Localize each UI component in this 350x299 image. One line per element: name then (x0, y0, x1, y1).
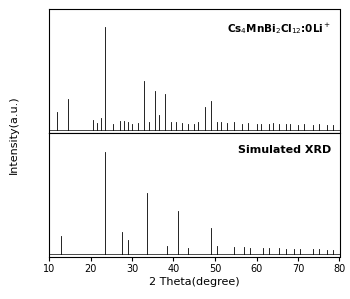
Text: Intensity(a.u.): Intensity(a.u.) (9, 95, 19, 174)
Text: Simulated XRD: Simulated XRD (238, 146, 331, 155)
Text: Cs$_4$MnBi$_2$Cl$_{12}$:0Li$^+$: Cs$_4$MnBi$_2$Cl$_{12}$:0Li$^+$ (226, 22, 331, 36)
X-axis label: 2 Theta(degree): 2 Theta(degree) (149, 277, 239, 287)
